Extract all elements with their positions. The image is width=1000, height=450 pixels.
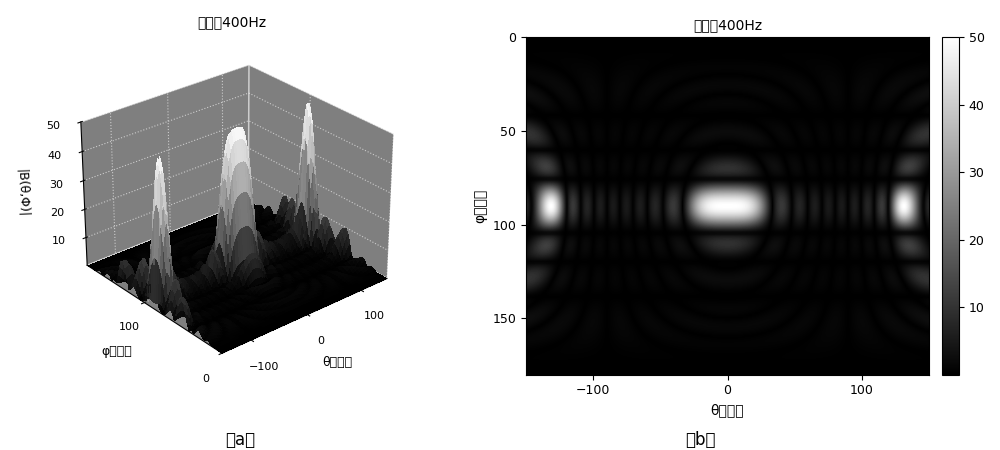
Text: （a）: （a） <box>225 432 255 450</box>
Title: 频率为400Hz: 频率为400Hz <box>693 18 762 32</box>
X-axis label: θ（度）: θ（度） <box>711 403 744 417</box>
Title: 频率为400Hz: 频率为400Hz <box>197 15 266 29</box>
X-axis label: θ（度）: θ（度） <box>322 356 352 369</box>
Text: （b）: （b） <box>685 432 715 450</box>
Y-axis label: φ（度）: φ（度） <box>101 345 132 358</box>
Y-axis label: φ（度）: φ（度） <box>473 189 487 223</box>
